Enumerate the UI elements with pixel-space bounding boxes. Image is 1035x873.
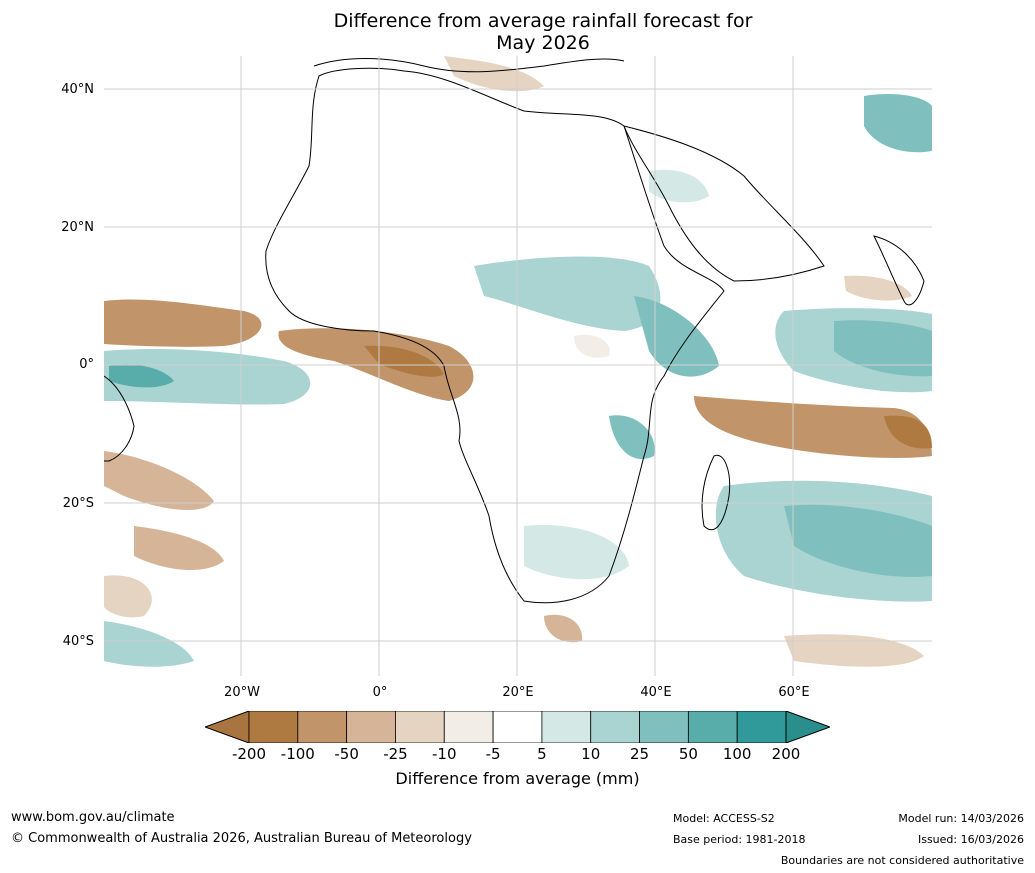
lon-label-40e: 40°E	[640, 685, 672, 700]
boundary-disclaimer: Boundaries are not considered authoritat…	[780, 854, 1024, 867]
wet-patch-east-africa-coast	[609, 415, 655, 460]
colorbar-tick-label: 10	[581, 745, 601, 763]
colorbar-low-extension	[205, 711, 250, 743]
model-run-date: Model run: 14/03/2026	[898, 812, 1024, 825]
dry-patch-south-africa-coast	[544, 614, 583, 643]
colorbar-cell	[736, 711, 787, 743]
dry-patch-arabian-sea	[844, 275, 912, 301]
base-period: Base period: 1981-2018	[673, 833, 806, 846]
map-canvas	[104, 56, 932, 676]
dry-patch-east-atlantic-south	[104, 575, 152, 618]
colorbar-high-extension	[785, 711, 830, 743]
title-line-1: Difference from average rainfall forecas…	[333, 10, 753, 32]
dry-patch-gulf-guinea-core	[364, 345, 444, 377]
wet-patch-southern-africa	[524, 525, 629, 580]
wetter-anomaly-regions	[104, 94, 932, 667]
wet-patch-south-atlantic-sw	[104, 621, 194, 667]
colorbar-cell	[248, 711, 299, 743]
colorbar-cell	[395, 711, 445, 743]
colorbar-tick-label: 100	[722, 745, 752, 763]
colorbar-cell	[639, 711, 689, 743]
colorbar-tick-label: -5	[485, 745, 501, 763]
wet-patch-western-indian-core	[834, 320, 932, 377]
lat-label-0: 0°	[79, 357, 94, 372]
europe-coastline	[313, 58, 625, 73]
wet-patch-middle-east	[649, 169, 709, 203]
dry-patch-sw-indian	[784, 634, 924, 667]
dry-patch-atlantic-north	[104, 299, 262, 347]
colorbar-cell	[541, 711, 592, 743]
issued-date: Issued: 16/03/2026	[917, 833, 1024, 846]
dry-patch-south-atlantic	[104, 451, 214, 511]
lat-label-20s: 20°S	[62, 496, 94, 511]
colorbar-cell	[492, 711, 543, 743]
colorbar	[205, 711, 830, 743]
lon-label-20e: 20°E	[502, 685, 534, 700]
colorbar-label: Difference from average (mm)	[395, 769, 640, 788]
dry-patch-south-atlantic-2	[134, 526, 224, 571]
graticule	[104, 56, 932, 676]
colorbar-cell	[687, 711, 738, 743]
model-name: Model: ACCESS-S2	[673, 812, 775, 825]
africa-coastline	[265, 67, 725, 604]
dry-patch-central-africa	[574, 334, 610, 358]
lat-label-40s: 40°S	[62, 634, 94, 649]
copyright-text: © Commonwealth of Australia 2026, Austra…	[11, 831, 472, 846]
wet-patch-equatorial-atlantic	[104, 349, 311, 405]
colorbar-cell	[443, 711, 494, 743]
dry-patch-indian-ocean-core	[884, 415, 932, 449]
website-link[interactable]: www.bom.gov.au/climate	[11, 810, 175, 825]
chart-title: Difference from average rainfall forecas…	[0, 10, 1035, 54]
lon-label-0: 0°	[372, 685, 388, 700]
title-line-2: May 2026	[496, 32, 590, 54]
wet-patch-central-africa	[474, 256, 661, 331]
colorbar-tick-label: 200	[771, 745, 801, 763]
colorbar-cell	[590, 711, 640, 743]
colorbar-cells	[248, 711, 787, 743]
wet-patch-caspian	[864, 94, 932, 153]
india-coastline	[873, 235, 925, 306]
colorbar-tick-label: 50	[678, 745, 698, 763]
colorbar-tick-label: -200	[231, 745, 267, 763]
colorbar-cell	[297, 711, 348, 743]
colorbar-cell	[346, 711, 396, 743]
lat-label-20n: 20°N	[61, 220, 94, 235]
colorbar-tick-label: -10	[432, 745, 457, 763]
colorbar-tick-label: -25	[383, 745, 408, 763]
colorbar-tick-label: -100	[280, 745, 315, 763]
colorbar-tick-label: 25	[629, 745, 650, 763]
colorbar-tick-label: 5	[537, 745, 547, 763]
wet-patch-equatorial-atlantic-core	[109, 364, 174, 388]
lon-label-20w: 20°W	[224, 685, 260, 700]
south-america-coastline	[104, 375, 135, 462]
wet-patch-south-indian-core	[784, 504, 932, 577]
lat-label-40n: 40°N	[61, 82, 94, 97]
dry-patch-north-mediterranean	[444, 56, 544, 92]
dry-patch-indian-ocean	[694, 396, 932, 458]
madagascar-coastline	[701, 454, 731, 531]
colorbar-tick-label: -50	[334, 745, 359, 763]
lon-label-60e: 60°E	[778, 685, 810, 700]
rainfall-anomaly-map	[104, 56, 932, 676]
